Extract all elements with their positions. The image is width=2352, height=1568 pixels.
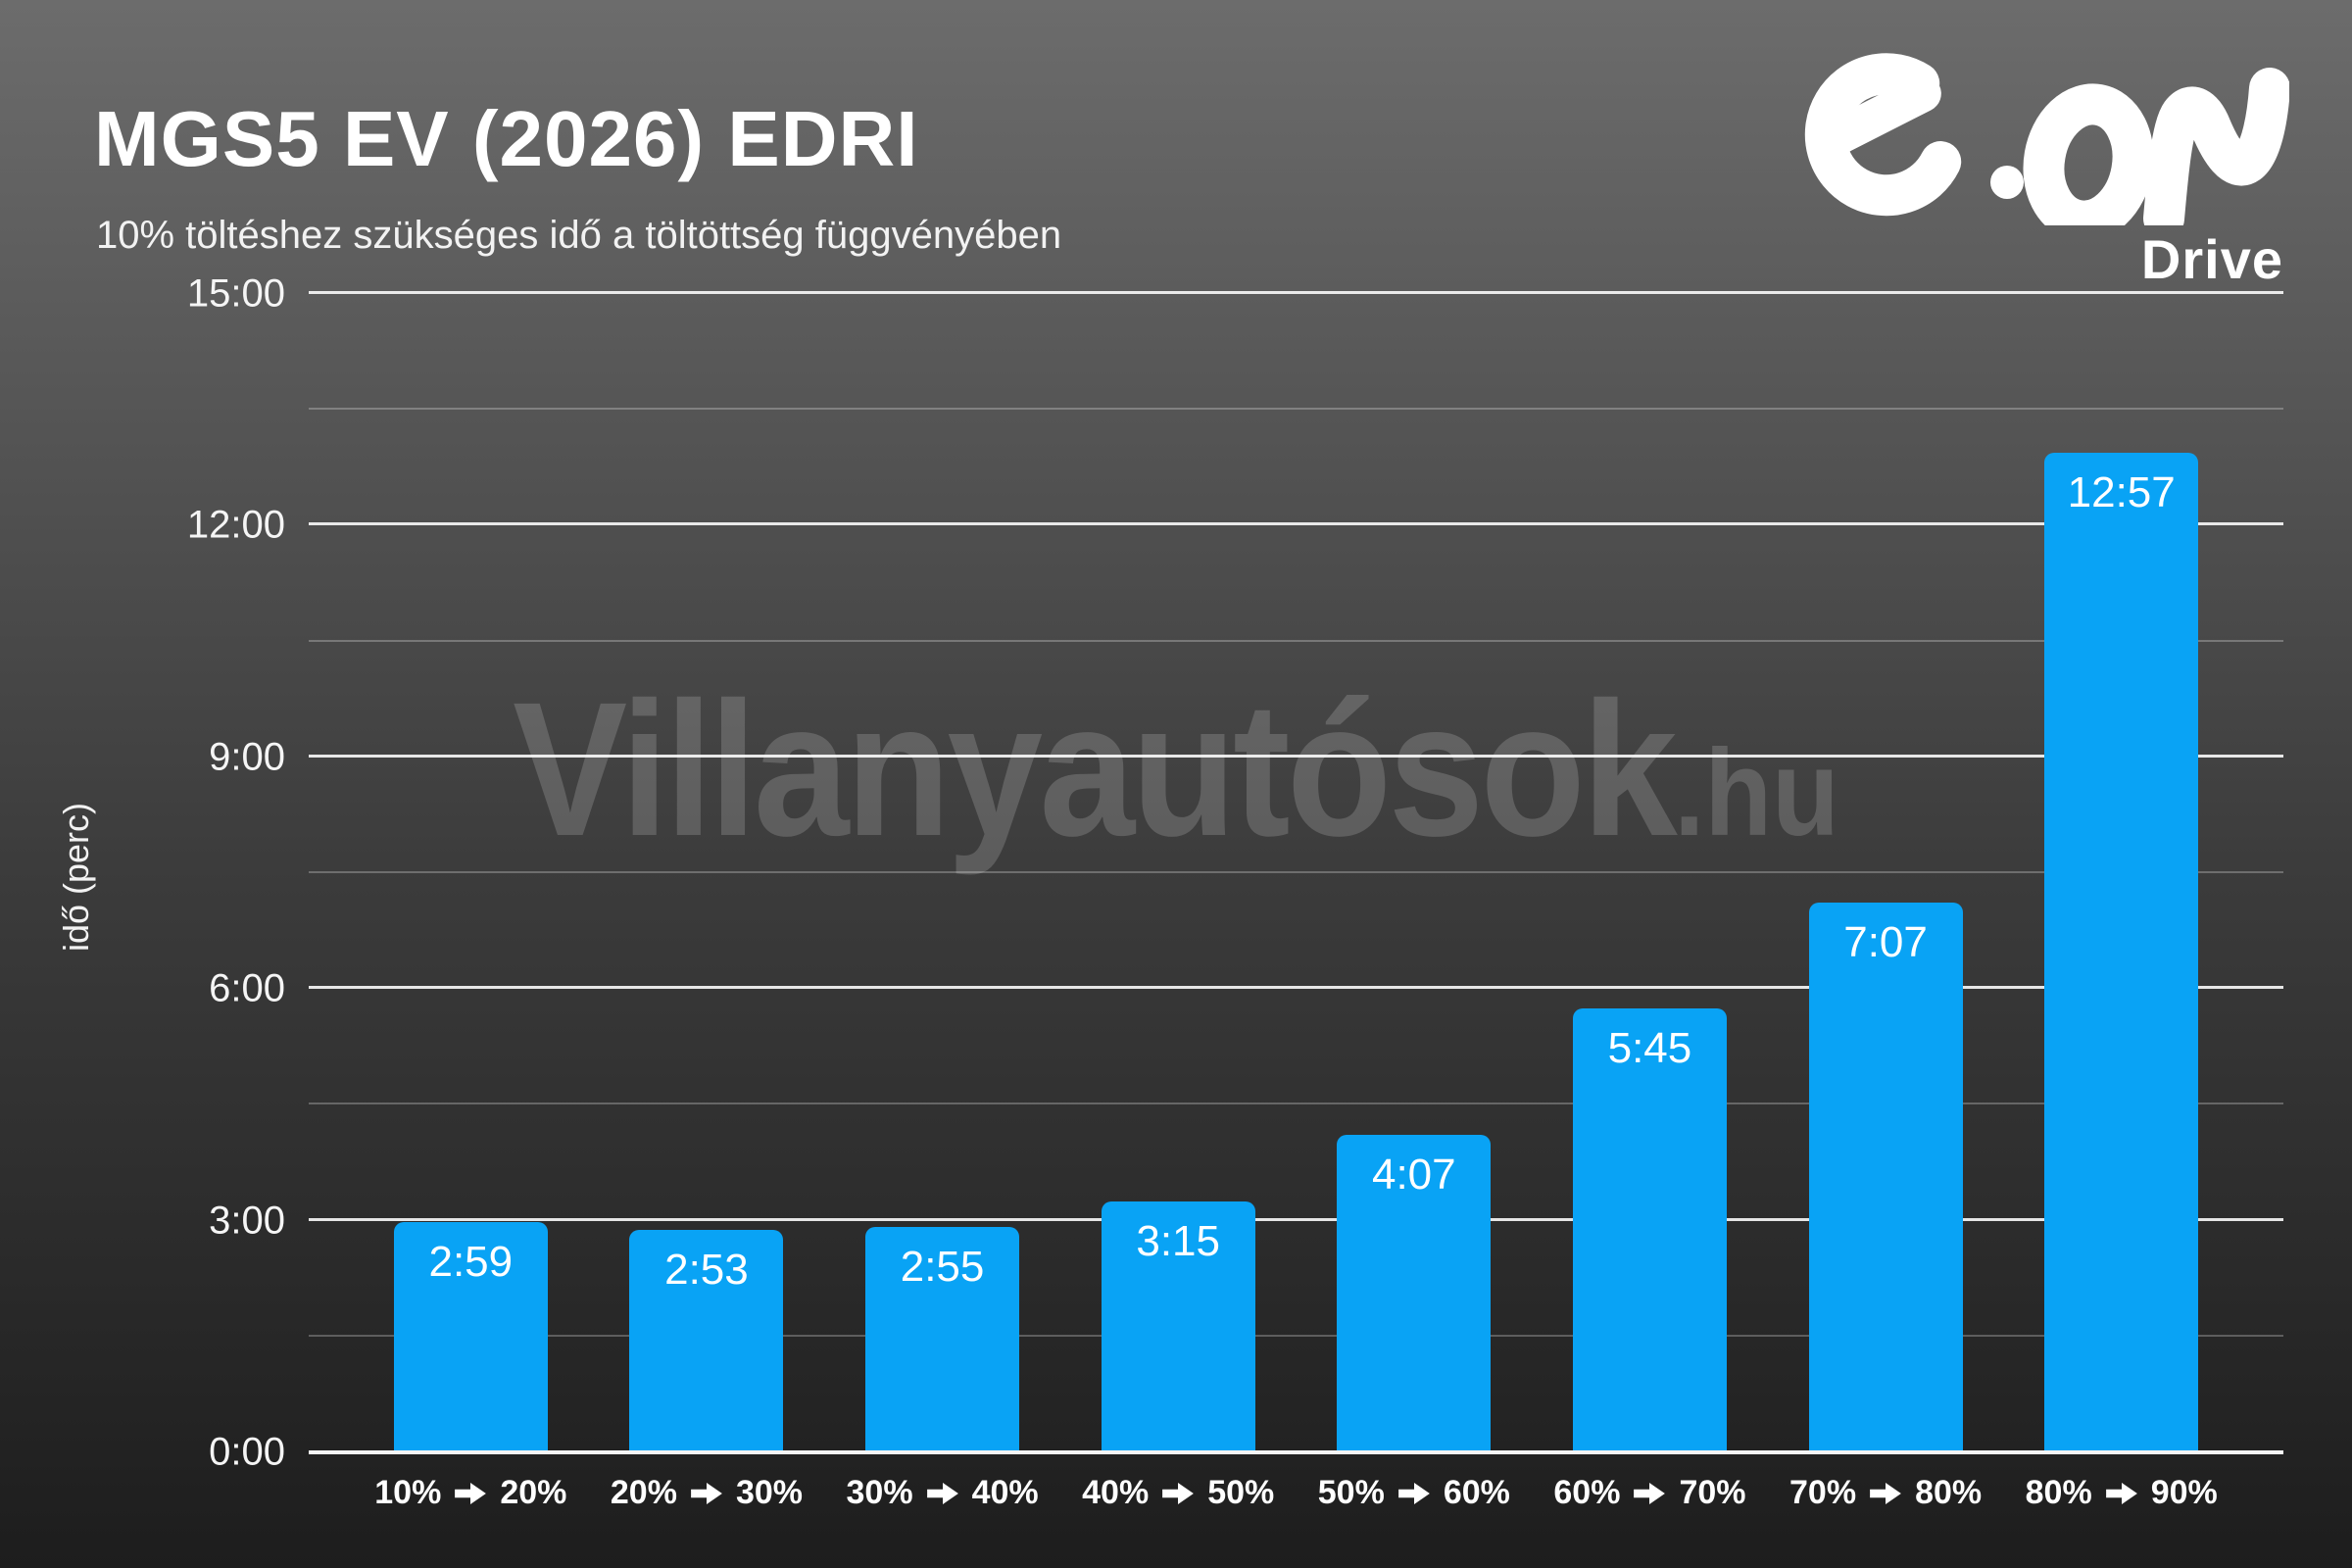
bar: 3:15 xyxy=(1101,1200,1255,1452)
arrow-right-icon xyxy=(1162,1482,1195,1504)
bar: 7:07 xyxy=(1808,903,1963,1452)
bar-value-label: 12:57 xyxy=(2067,467,2176,516)
bar-value-label: 2:55 xyxy=(900,1243,985,1292)
x-tick-to: 20% xyxy=(500,1474,567,1511)
bar-value-label: 7:07 xyxy=(1843,918,1928,967)
watermark-main: Villanyautósok xyxy=(513,662,1678,876)
arrow-right-icon xyxy=(691,1482,722,1504)
x-tick-to: 40% xyxy=(971,1474,1039,1511)
x-tick-to: 50% xyxy=(1207,1474,1275,1511)
x-tick-from: 60% xyxy=(1553,1474,1621,1511)
x-tick-from: 10% xyxy=(374,1474,442,1511)
bar: 2:59 xyxy=(393,1221,548,1452)
x-axis-line xyxy=(309,1450,2283,1454)
x-tick-label: 50% 60% xyxy=(1297,1474,1533,1512)
watermark: Villanyautósok.hu xyxy=(513,660,1839,879)
x-tick-from: 70% xyxy=(1789,1474,1857,1511)
bar-value-label: 2:59 xyxy=(428,1237,514,1286)
drive-label: Drive xyxy=(2140,228,2283,290)
x-tick-to: 60% xyxy=(1443,1474,1510,1511)
gridline-minor xyxy=(309,1102,2283,1105)
x-tick-from: 20% xyxy=(610,1474,677,1511)
y-tick-label: 3:00 xyxy=(209,1199,285,1243)
arrow-right-icon xyxy=(926,1482,958,1504)
gridline-minor xyxy=(309,408,2283,411)
y-tick-label: 6:00 xyxy=(209,966,285,1010)
bar-slot: 2:53 xyxy=(589,294,825,1452)
y-tick-label: 0:00 xyxy=(209,1430,285,1474)
x-tick-label: 80% 90% xyxy=(2003,1474,2239,1512)
gridline-major xyxy=(309,754,2283,758)
eon-drive-logo: Drive xyxy=(1780,18,2289,291)
bar-slot: 5:45 xyxy=(1532,294,1768,1452)
bar-value-label: 4:07 xyxy=(1371,1150,1456,1199)
x-axis-labels: 10% 20% 20% 30% 30% 40% 40% 50% 50% 60% 60% 70% 70% 8… xyxy=(309,1474,2283,1512)
plot-area: 0:00 3:00 6:00 9:00 12:00 15:00 2:59 2:53 2:55 3:… xyxy=(187,272,2283,1511)
x-tick-from: 40% xyxy=(1082,1474,1150,1511)
bar-slot: 7:07 xyxy=(1768,294,2004,1452)
bar: 4:07 xyxy=(1337,1134,1492,1452)
arrow-right-icon xyxy=(1634,1482,1666,1504)
x-tick-from: 30% xyxy=(846,1474,913,1511)
x-tick-label: 20% 30% xyxy=(589,1474,825,1512)
x-tick-from: 50% xyxy=(1317,1474,1385,1511)
watermark-suffix: .hu xyxy=(1674,725,1839,861)
y-tick-label: 12:00 xyxy=(186,503,285,547)
page-title: MGS5 EV (2026) EDRI xyxy=(94,94,919,182)
y-axis-title: idő (perc) xyxy=(56,802,96,953)
bar-slot: 2:55 xyxy=(824,294,1060,1452)
bar-value-label: 5:45 xyxy=(1607,1023,1692,1072)
bar: 2:53 xyxy=(629,1229,784,1452)
bar-slot: 12:57 xyxy=(2003,294,2239,1452)
y-tick-label: 15:00 xyxy=(186,271,285,316)
x-tick-from: 80% xyxy=(2025,1474,2092,1511)
bar-value-label: 2:53 xyxy=(664,1245,749,1294)
bar-slot: 4:07 xyxy=(1297,294,1533,1452)
arrow-right-icon xyxy=(455,1482,487,1504)
gridline-minor xyxy=(309,1334,2283,1337)
x-tick-to: 30% xyxy=(735,1474,803,1511)
bars-container: 2:59 2:53 2:55 3:15 4:07 5:45 7:07 12:57 xyxy=(309,294,2283,1452)
x-tick-to: 70% xyxy=(1679,1474,1746,1511)
gridline-major xyxy=(309,1217,2283,1221)
page-subtitle: 10% töltéshez szükséges idő a töltöttség… xyxy=(96,214,1062,257)
gridline-major xyxy=(309,986,2283,990)
x-tick-label: 40% 50% xyxy=(1060,1474,1297,1512)
x-tick-label: 60% 70% xyxy=(1532,1474,1768,1512)
y-tick-label: 9:00 xyxy=(209,735,285,779)
x-tick-to: 80% xyxy=(1915,1474,1983,1511)
arrow-right-icon xyxy=(2105,1482,2137,1504)
x-tick-label: 70% 80% xyxy=(1768,1474,2004,1512)
bar: 5:45 xyxy=(1572,1007,1727,1452)
gridline-minor xyxy=(309,871,2283,873)
bar: 2:55 xyxy=(865,1227,1020,1452)
bar: 12:57 xyxy=(2044,452,2199,1452)
x-tick-label: 10% 20% xyxy=(353,1474,589,1512)
arrow-right-icon xyxy=(1870,1482,1901,1504)
eon-wordmark-icon xyxy=(1804,53,2289,225)
bar-slot: 2:59 xyxy=(353,294,589,1452)
bar-value-label: 3:15 xyxy=(1136,1216,1220,1265)
arrow-right-icon xyxy=(1397,1482,1430,1504)
x-tick-label: 30% 40% xyxy=(824,1474,1060,1512)
gridline-major xyxy=(309,291,2283,294)
gridline-major xyxy=(309,522,2283,526)
bar-slot: 3:15 xyxy=(1060,294,1297,1452)
x-tick-to: 90% xyxy=(2150,1474,2218,1511)
gridline-minor xyxy=(309,639,2283,642)
